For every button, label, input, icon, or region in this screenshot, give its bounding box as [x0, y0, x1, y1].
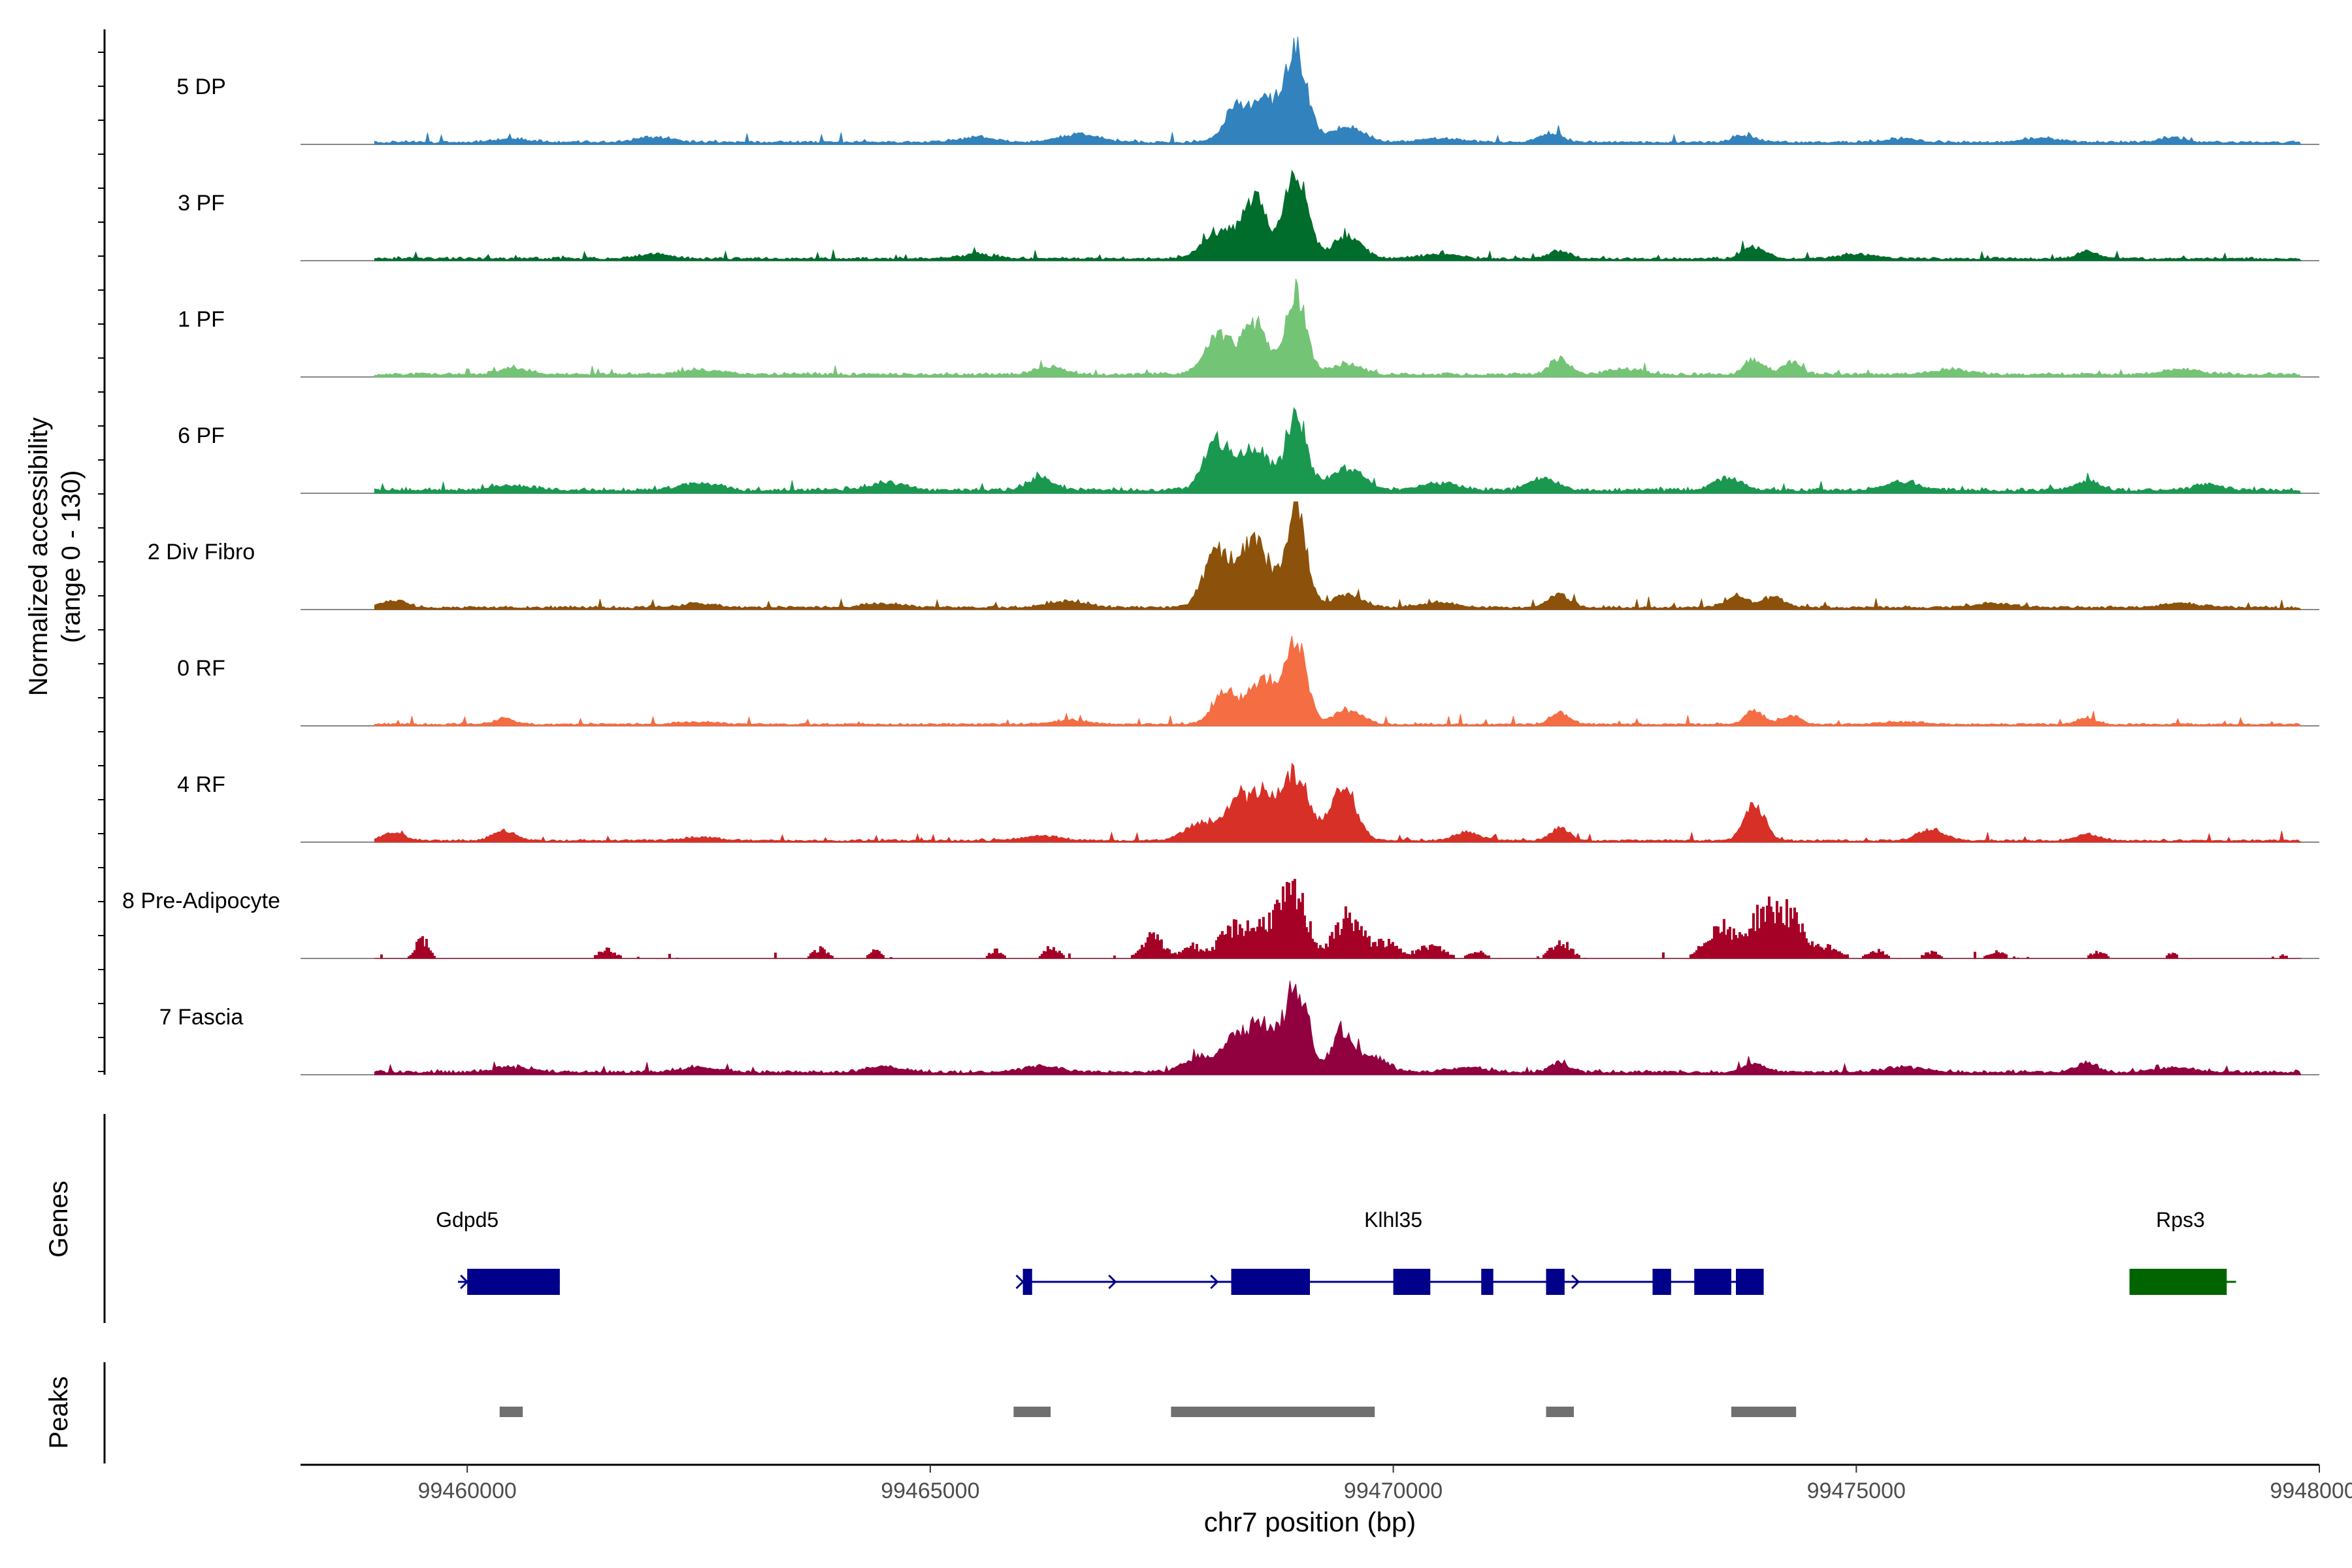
peak-region	[1013, 1407, 1051, 1417]
x-tick-label: 99470000	[1344, 1478, 1443, 1503]
gene-gdpd5: Gdpd5	[436, 1208, 560, 1295]
peak-region	[1731, 1407, 1797, 1417]
x-axis-ticks: 99460000 99465000 99470000 99475000 99480000	[417, 1465, 2352, 1503]
track-0-rf: 0 RF	[177, 636, 2319, 727]
gene-exon	[1231, 1269, 1310, 1295]
y-axis-title-line2: (range 0 - 130)	[57, 470, 86, 644]
peak-region	[1171, 1407, 1375, 1417]
coverage-tracks: 5 DP 3 PF 1 PF 6 PF 2 Div Fibro 0 RF 4 RF 8 Pre…	[122, 36, 2319, 1075]
gene-klhl35: Klhl35	[1015, 1208, 1764, 1295]
track-label: 0 RF	[177, 656, 225, 681]
coverage-area	[374, 501, 2302, 610]
genes-panel-title: Genes	[44, 1181, 73, 1258]
strand-arrow	[460, 1274, 469, 1290]
track-label: 5 DP	[176, 74, 226, 99]
strand-arrow	[1210, 1274, 1219, 1290]
track-6-pf: 6 PF	[178, 407, 2319, 494]
peak-regions-track	[499, 1407, 1797, 1417]
gene-exon	[1546, 1269, 1565, 1295]
track-label: 6 PF	[178, 423, 225, 448]
track-label: 1 PF	[178, 307, 225, 332]
y-axis-title: Normalized accessibility (range 0 - 130)	[24, 417, 86, 696]
gene-exon	[2129, 1269, 2227, 1295]
peak-region	[1546, 1407, 1574, 1417]
gene-label: Gdpd5	[436, 1208, 498, 1232]
peak-region	[499, 1407, 523, 1417]
track-8-pre-adipocyte: 8 Pre-Adipocyte	[122, 879, 2319, 959]
track-label: 2 Div Fibro	[148, 540, 255, 564]
gene-annotation-track: Gdpd5 Klhl35 Rps3	[436, 1208, 2236, 1295]
gene-rps3: Rps3	[2129, 1208, 2236, 1295]
gene-label: Klhl35	[1364, 1208, 1422, 1232]
strand-arrow	[1571, 1274, 1580, 1290]
gene-exon	[1652, 1269, 1671, 1295]
coverage-area	[374, 981, 2302, 1075]
strand-arrow	[1015, 1274, 1024, 1290]
coverage-area	[374, 278, 2302, 378]
strand-arrow	[1663, 1274, 1673, 1290]
track-4-rf: 4 RF	[177, 762, 2319, 843]
coverage-area	[374, 762, 2302, 843]
coverage-area	[374, 407, 2302, 494]
gene-exon	[1022, 1269, 1032, 1295]
track-1-pf: 1 PF	[178, 278, 2319, 378]
gene-exon	[1694, 1269, 1731, 1295]
x-axis-title: chr7 position (bp)	[1204, 1507, 1416, 1537]
track-label: 4 RF	[177, 772, 225, 797]
gene-label: Rps3	[2156, 1208, 2205, 1232]
peaks-panel-title: Peaks	[44, 1376, 73, 1448]
coverage-area	[374, 879, 2302, 959]
track-7-fascia: 7 Fascia	[159, 981, 2319, 1075]
track-2-div-fibro: 2 Div Fibro	[148, 501, 2319, 610]
gene-exon	[1393, 1269, 1431, 1295]
coverage-area	[374, 636, 2302, 727]
strand-arrow	[1108, 1274, 1117, 1290]
gene-exon	[1736, 1269, 1764, 1295]
x-tick-label: 99460000	[417, 1478, 516, 1503]
coverage-y-ticks	[98, 52, 105, 1072]
track-label: 3 PF	[178, 191, 225, 216]
gene-exon	[1481, 1269, 1494, 1295]
coverage-area	[374, 36, 2302, 145]
x-tick-label: 99475000	[1807, 1478, 1906, 1503]
track-label: 8 Pre-Adipocyte	[122, 889, 280, 913]
y-axis-title-line1: Normalized accessibility	[24, 417, 53, 696]
track-label: 7 Fascia	[159, 1005, 244, 1030]
track-5-dp: 5 DP	[176, 36, 2319, 145]
gene-exon	[467, 1269, 560, 1295]
track-3-pf: 3 PF	[178, 169, 2319, 261]
coverage-area	[374, 169, 2302, 261]
x-tick-label: 99465000	[881, 1478, 979, 1503]
x-tick-label: 99480000	[2270, 1478, 2352, 1503]
